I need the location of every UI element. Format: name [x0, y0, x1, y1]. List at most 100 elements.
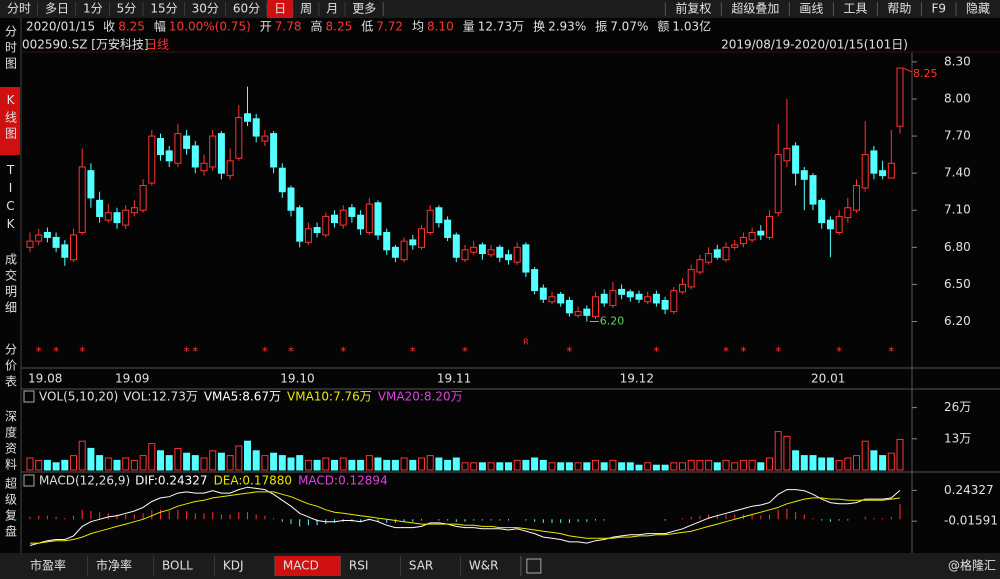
tab[interactable]: 周	[300, 2, 312, 16]
quote-label: 均	[412, 20, 424, 34]
candle-body	[287, 187, 295, 211]
indicator-tab-bg[interactable]	[154, 556, 215, 576]
tab-bg[interactable]	[38, 0, 77, 18]
candle-body	[870, 150, 878, 174]
tab-bg[interactable]	[76, 0, 110, 18]
candle-body	[609, 290, 617, 306]
volume-bar	[61, 459, 69, 471]
volume-bar	[592, 459, 599, 471]
volume-bar	[191, 455, 199, 471]
candle-body	[818, 199, 826, 224]
indicator-tab[interactable]: 市净率	[96, 558, 132, 573]
candle-body	[713, 249, 721, 258]
tab[interactable]: 60分	[233, 2, 260, 16]
indicator-tab-bg[interactable]	[88, 556, 155, 576]
candle-body	[513, 246, 521, 263]
indicator-tab[interactable]: KDJ	[223, 559, 244, 573]
indicator-tab-bg[interactable]	[22, 556, 89, 576]
candle-body	[383, 231, 391, 251]
volume-bar	[122, 457, 130, 471]
help-icon[interactable]	[23, 390, 35, 403]
tab-bg[interactable]	[345, 0, 384, 18]
y-tick-label: -0.01591	[944, 514, 998, 528]
tab-bg[interactable]	[225, 0, 268, 18]
volume-bar	[252, 450, 260, 471]
volume-bar	[357, 459, 365, 471]
sidebar-item[interactable]: 分价表	[4, 343, 18, 391]
indicator-tab-bg[interactable]	[460, 556, 521, 576]
tab[interactable]: 多日	[45, 2, 69, 16]
tab-bg[interactable]	[293, 0, 320, 18]
volume-bar	[70, 455, 77, 471]
candle-body	[887, 162, 895, 179]
sidebar-item[interactable]: 超级复盘	[4, 476, 18, 541]
toolbar-button[interactable]: 工具	[843, 2, 867, 16]
indicator-tab-bg[interactable]	[274, 556, 341, 576]
sidebar-item[interactable]: TICK	[4, 163, 18, 235]
candle-body	[104, 212, 112, 221]
quote-label: 开	[260, 20, 272, 34]
annotation-pointer	[902, 67, 913, 73]
toolbar-button[interactable]: F9	[931, 2, 946, 16]
volume-bar	[409, 459, 417, 471]
tab-bg[interactable]	[0, 0, 39, 18]
volume-bar	[705, 459, 713, 471]
indicator-tab-bg[interactable]	[340, 556, 401, 576]
help-icon[interactable]	[23, 474, 35, 487]
candle-body	[661, 299, 669, 310]
sidebar-item[interactable]: 深度资料	[4, 410, 18, 474]
indicator-tab[interactable]: RSI	[349, 559, 369, 573]
sidebar-item[interactable]: 成交明细	[4, 253, 18, 317]
tab[interactable]: 1分	[83, 2, 103, 16]
volume-bar	[209, 450, 217, 471]
tab-bg[interactable]	[267, 0, 294, 18]
tab[interactable]: 月	[326, 2, 338, 16]
candle-body	[391, 246, 399, 258]
tab[interactable]: 分时	[7, 2, 31, 16]
tab-bg[interactable]	[109, 0, 144, 18]
signal-marker: *	[192, 345, 198, 359]
tab[interactable]: 5分	[117, 2, 137, 16]
volume-bar	[609, 459, 617, 471]
tab-bg[interactable]	[143, 0, 185, 18]
toolbar-button[interactable]: 隐藏	[966, 2, 990, 16]
indicator-tab[interactable]: BOLL	[162, 559, 193, 573]
volume-bar	[635, 464, 643, 471]
tab[interactable]: 15分	[150, 2, 177, 16]
candle-body	[52, 236, 60, 248]
toolbar-button[interactable]: 超级叠加	[731, 1, 779, 16]
volume-bar	[652, 464, 660, 471]
volume-bar	[313, 459, 321, 471]
indicator-tab[interactable]: 市盈率	[30, 558, 66, 573]
candle-body	[783, 147, 791, 162]
annotation: 8.25	[913, 67, 938, 80]
candle-body	[505, 254, 512, 261]
toolbar-button[interactable]: 画线	[799, 2, 823, 16]
tab-bg[interactable]	[184, 0, 226, 18]
candle-body	[670, 290, 678, 313]
sidebar-item[interactable]: 分时图	[4, 25, 18, 73]
sidebar-item[interactable]: K线图	[4, 93, 18, 143]
volume-bar	[861, 440, 869, 471]
indicator-tab[interactable]: MACD	[283, 559, 319, 573]
volume-bar	[826, 457, 834, 471]
indicator-tab-bg[interactable]	[214, 556, 275, 576]
candle-body	[270, 133, 278, 168]
tab-bg[interactable]	[319, 0, 346, 18]
add-tab[interactable]	[526, 558, 542, 574]
indicator-tab[interactable]: SAR	[409, 559, 433, 573]
tab[interactable]: 日	[274, 2, 286, 16]
tab[interactable]: 更多	[352, 2, 376, 16]
quote-value: 10.00%(0.75)	[169, 20, 251, 34]
legend-item: VMA5:8.67万	[204, 390, 281, 404]
candle-body	[731, 244, 739, 248]
toolbar-button[interactable]: 前复权	[675, 1, 711, 16]
volume-bar	[844, 457, 852, 471]
y-tick-label: 26万	[944, 400, 971, 414]
volume-bar	[348, 459, 356, 471]
toolbar-button[interactable]: 帮助	[887, 2, 911, 16]
candle-body	[261, 135, 269, 142]
indicator-tab-bg[interactable]	[400, 556, 461, 576]
indicator-tab[interactable]: W&R	[469, 559, 499, 573]
tab[interactable]: 30分	[192, 2, 219, 16]
